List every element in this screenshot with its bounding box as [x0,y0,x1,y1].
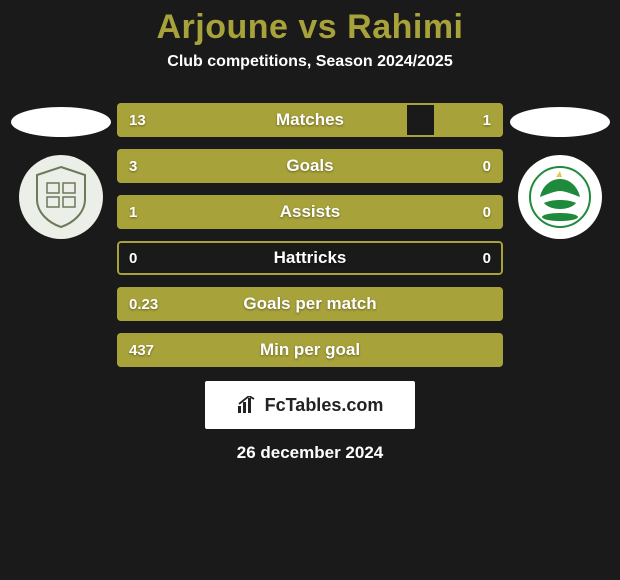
shield-icon [27,163,95,231]
right-player-column [507,99,612,239]
date-label: 26 december 2024 [0,443,620,463]
stat-value-right: 0 [471,241,503,275]
stat-fill-left [117,287,503,321]
right-club-crest [518,155,602,239]
stat-row: 10Assists [117,195,503,229]
stat-border [117,241,503,275]
page-title: Arjoune vs Rahimi [0,8,620,47]
stat-fill-left [117,333,503,367]
stat-value-left: 0 [117,241,149,275]
stat-fill-right [434,103,503,137]
left-club-crest [19,155,103,239]
stat-row: 0.23Goals per match [117,287,503,321]
subtitle: Club competitions, Season 2024/2025 [0,53,620,71]
stat-row: 131Matches [117,103,503,137]
stat-label: Hattricks [117,241,503,275]
branding-badge: FcTables.com [205,381,415,429]
content-row: 131Matches 30Goals 10Assists 0 0Hattricks 0.2… [0,99,620,367]
eagle-crest-icon [526,163,594,231]
branding-text: FcTables.com [265,395,384,416]
chart-icon [237,396,259,414]
stat-bars: 131Matches 30Goals 10Assists 0 0Hattricks 0.2… [113,99,507,367]
stat-row: 30Goals [117,149,503,183]
comparison-card: Arjoune vs Rahimi Club competitions, Sea… [0,0,620,580]
stat-row: 0 0Hattricks [117,241,503,275]
stat-fill-left [117,149,503,183]
left-player-column [8,99,113,239]
stat-fill-left [117,103,407,137]
left-player-photo-placeholder [11,107,111,137]
right-player-photo-placeholder [510,107,610,137]
stat-fill-left [117,195,503,229]
stat-row: 437Min per goal [117,333,503,367]
